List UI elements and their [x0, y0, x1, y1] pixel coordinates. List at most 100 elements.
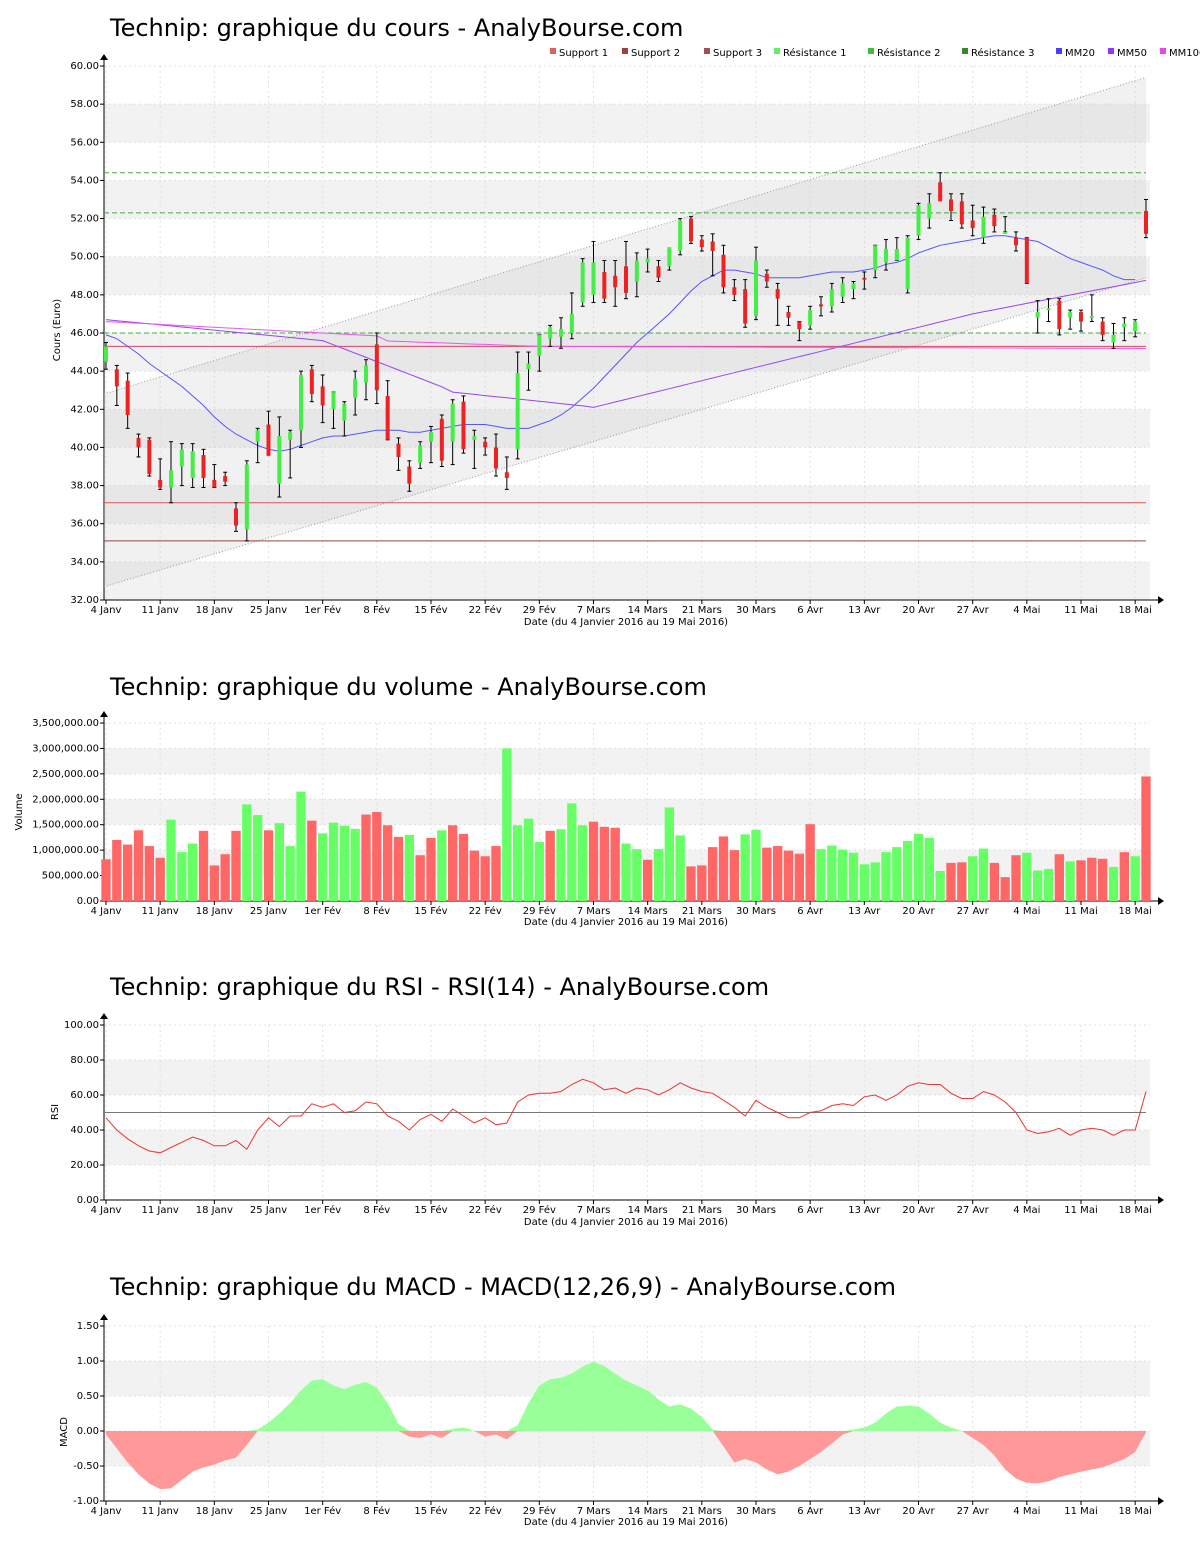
- candle-body: [1122, 323, 1127, 328]
- y-tick-label: 100.00: [64, 1020, 99, 1031]
- y-tick-label: 2,500,000.00: [32, 769, 99, 780]
- x-tick-label: 11 Mai: [1064, 605, 1097, 616]
- candle-body: [385, 395, 390, 440]
- candle-body: [515, 373, 520, 450]
- legend-label: Support 2: [631, 48, 680, 59]
- volume-bar: [339, 825, 349, 901]
- price-plot-area: 32.00 34.00 36.00 38.00 40.00 42.00 44.00 46.00…: [70, 54, 1164, 616]
- volume-bar: [350, 828, 360, 901]
- x-tick-label: 7 Mars: [577, 1205, 611, 1216]
- x-tick-label: 15 Fév: [414, 604, 447, 616]
- volume-bar: [318, 833, 328, 901]
- volume-bar: [1054, 854, 1064, 901]
- volume-bar: [502, 748, 512, 901]
- rsi-chart-title: Technip: graphique du RSI - RSI(14) - An…: [109, 973, 769, 1001]
- candle-body: [114, 369, 119, 387]
- x-tick-label: 22 Fév: [469, 1204, 502, 1216]
- x-tick-label: 22 Fév: [469, 604, 502, 616]
- y-axis-arrow: [100, 711, 108, 717]
- volume-bar: [718, 836, 729, 901]
- x-tick-label: 11 Mai: [1064, 906, 1097, 917]
- volume-bar: [903, 840, 913, 901]
- volume-bar: [263, 830, 274, 901]
- candle-body: [884, 249, 888, 263]
- y-tick-label: -1.00: [73, 1496, 99, 1507]
- x-tick-label: 18 Mai: [1118, 605, 1151, 616]
- candle-body: [1079, 312, 1083, 322]
- x-tick-label: 6 Avr: [797, 1205, 824, 1216]
- candle-body: [1144, 210, 1148, 234]
- candle-body: [981, 216, 986, 238]
- price-chart: Technip: graphique du cours - AnalyBours…: [52, 14, 1200, 628]
- volume-bar: [892, 847, 902, 901]
- y-tick-label: 40.00: [70, 1125, 99, 1136]
- volume-bar: [827, 845, 837, 901]
- candle-body: [169, 470, 173, 488]
- volume-bar: [1108, 866, 1119, 901]
- x-tick-label: 21 Mars: [682, 1506, 722, 1517]
- volume-bar: [816, 849, 826, 901]
- candle-body: [288, 432, 293, 440]
- volume-chart-title: Technip: graphique du volume - AnalyBour…: [109, 673, 707, 701]
- volume-bar: [123, 844, 133, 901]
- volume-bar: [296, 791, 306, 901]
- candle-body: [580, 262, 585, 303]
- y-tick-label: 1.00: [77, 1356, 99, 1367]
- x-tick-label: 7 Mars: [577, 605, 611, 616]
- volume-bar: [838, 849, 848, 901]
- volume-bar: [1076, 860, 1086, 901]
- x-tick-label: 18 Janv: [196, 605, 233, 616]
- volume-bar: [437, 830, 447, 901]
- x-tick-label: 4 Mai: [1013, 605, 1040, 616]
- candle-body: [624, 266, 628, 293]
- y-tick-label: 34.00: [70, 557, 99, 568]
- volume-bar: [166, 819, 176, 901]
- x-tick-label: 6 Avr: [797, 605, 824, 616]
- x-tick-label: 8 Fév: [363, 1204, 390, 1216]
- candle-body: [699, 239, 704, 248]
- x-tick-label: 6 Avr: [797, 1506, 824, 1517]
- candle-body: [916, 205, 921, 236]
- volume-bar: [1022, 852, 1032, 901]
- volume-bar: [231, 830, 241, 901]
- x-tick-label: 18 Janv: [196, 1205, 233, 1216]
- x-tick-label: 1er Fév: [304, 1505, 341, 1517]
- volume-bar: [361, 814, 371, 901]
- candle-body: [1057, 300, 1062, 330]
- volume-bar: [859, 864, 869, 901]
- candle-body: [1035, 312, 1040, 318]
- candle-body: [949, 199, 953, 211]
- y-tick-label: 3,500,000.00: [32, 718, 99, 729]
- volume-bar: [144, 846, 154, 901]
- candle-body: [667, 247, 672, 267]
- volume-bar: [491, 846, 501, 901]
- grid-band: [104, 799, 1150, 825]
- volume-bar: [253, 815, 263, 901]
- volume-bar: [307, 820, 317, 901]
- x-tick-label: 25 Janv: [250, 1506, 287, 1517]
- macd-positive-area: [106, 1361, 1146, 1431]
- y-tick-label: 0.50: [77, 1391, 99, 1402]
- volume-bar: [935, 870, 945, 901]
- volume-bar: [1141, 776, 1151, 901]
- candle-body: [450, 403, 455, 442]
- volume-bar: [209, 865, 219, 901]
- volume-bar: [978, 848, 989, 901]
- x-tick-label: 29 Fév: [523, 604, 556, 616]
- x-tick-label: 4 Mai: [1013, 1205, 1040, 1216]
- candle-body: [353, 378, 358, 398]
- candle-body: [645, 258, 650, 263]
- x-tick-label: 22 Fév: [469, 1505, 502, 1517]
- macd-x-axis-label: Date (du 4 Janvier 2016 au 19 Mai 2016): [524, 1517, 728, 1528]
- x-tick-label: 21 Mars: [682, 1205, 722, 1216]
- x-tick-label: 29 Fév: [523, 1204, 556, 1216]
- volume-bar: [242, 804, 252, 901]
- candle-body: [873, 245, 878, 271]
- volume-bar: [610, 827, 620, 901]
- candle-body: [1089, 315, 1094, 318]
- x-tick-label: 20 Avr: [902, 1205, 935, 1216]
- candle-body: [710, 241, 715, 251]
- volume-bar: [805, 824, 815, 901]
- macd-plot-area: -1.00 -0.50 0.00 0.50 1.00 1.50 4 Janv 11 Janv 1…: [73, 1314, 1164, 1517]
- volume-bar: [285, 846, 295, 901]
